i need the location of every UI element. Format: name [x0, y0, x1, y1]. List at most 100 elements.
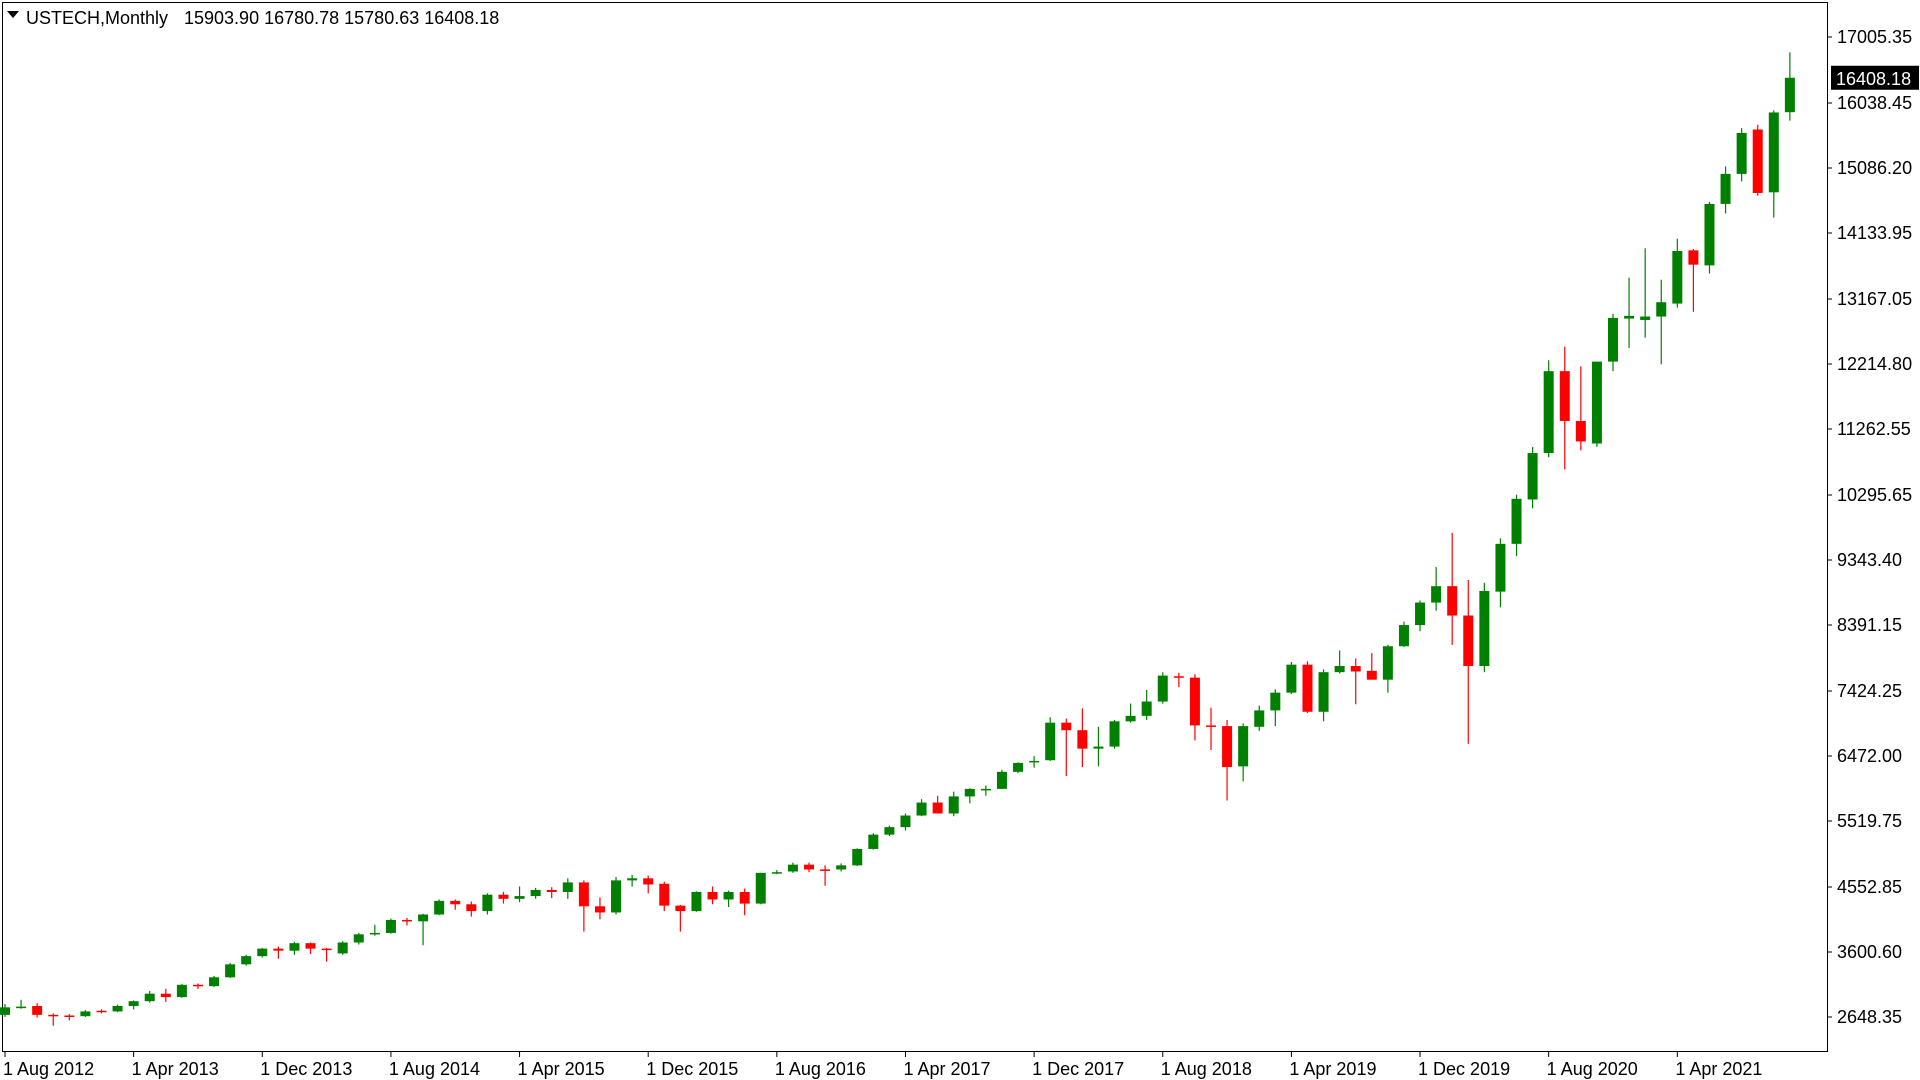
- candle-body: [321, 948, 332, 951]
- candle: [675, 904, 686, 932]
- y-tick-label: 2648.35: [1837, 1007, 1902, 1027]
- candle: [402, 917, 412, 926]
- candle-body: [434, 900, 445, 915]
- candle: [498, 891, 509, 904]
- candle-body: [594, 906, 605, 913]
- candle-body: [1447, 586, 1458, 616]
- candle: [1672, 238, 1683, 308]
- candle-body: [64, 1015, 75, 1018]
- candle: [1350, 658, 1361, 705]
- candle-body: [1672, 251, 1683, 304]
- candle: [1334, 650, 1345, 674]
- candle: [1093, 726, 1104, 767]
- candle: [1366, 653, 1377, 680]
- current-price-label: 16408.18: [1836, 69, 1911, 89]
- candle-body: [1511, 498, 1522, 544]
- y-tick-label: 14133.95: [1837, 223, 1912, 243]
- candle-body: [498, 894, 509, 899]
- candle: [804, 862, 814, 873]
- candle-body: [273, 948, 284, 951]
- candle: [1463, 580, 1474, 744]
- candle-body: [385, 919, 396, 933]
- candle: [385, 918, 396, 934]
- candle: [1511, 494, 1522, 557]
- candle-body: [369, 932, 380, 935]
- x-tick-label: 1 Aug 2012: [3, 1059, 94, 1079]
- candle-body: [1624, 315, 1635, 319]
- candle-body: [1189, 677, 1200, 726]
- candle-body: [1157, 675, 1168, 702]
- candle-body: [1784, 77, 1795, 113]
- candle-body: [852, 848, 863, 866]
- x-tick-label: 1 Aug 2018: [1161, 1059, 1252, 1079]
- candle: [1543, 360, 1554, 458]
- candle: [996, 769, 1007, 789]
- x-tick-label: 1 Aug 2016: [775, 1059, 866, 1079]
- candle-body: [1752, 129, 1763, 193]
- candle-body: [530, 889, 541, 897]
- candle: [1736, 128, 1747, 182]
- candle: [1141, 689, 1152, 720]
- candle: [450, 899, 461, 910]
- candle-body: [32, 1005, 43, 1015]
- candle-body: [868, 834, 879, 849]
- candle: [1238, 723, 1249, 782]
- candle: [1495, 538, 1506, 608]
- candle-body: [627, 878, 638, 881]
- candle: [1479, 582, 1490, 673]
- candle: [932, 795, 943, 814]
- candle: [1222, 719, 1233, 801]
- candle: [884, 825, 895, 836]
- candle-body: [980, 788, 991, 791]
- candle-body: [1527, 453, 1538, 500]
- candle: [562, 878, 573, 899]
- candle-body: [1768, 112, 1779, 193]
- candle: [128, 1000, 139, 1010]
- candle-body: [964, 788, 975, 797]
- candle: [1720, 166, 1731, 214]
- triangle-down-icon[interactable]: [7, 11, 19, 18]
- candle-body: [1543, 371, 1554, 454]
- candle: [948, 791, 959, 817]
- candle: [466, 901, 477, 917]
- candle: [1640, 248, 1651, 338]
- candle: [209, 975, 220, 987]
- candle-body: [80, 1011, 91, 1017]
- candle: [723, 890, 734, 907]
- candle-body: [1318, 672, 1329, 712]
- candle: [96, 1009, 107, 1014]
- candle: [305, 942, 316, 955]
- candle-body: [707, 891, 718, 900]
- candle: [32, 1003, 43, 1018]
- candle: [1173, 672, 1184, 688]
- current-price-badge-bg: [1831, 65, 1919, 90]
- candle: [852, 848, 863, 867]
- chart-header: USTECH,Monthly 15903.90 16780.78 15780.6…: [7, 8, 499, 28]
- y-tick-label: 8391.15: [1837, 615, 1902, 635]
- candle: [578, 880, 589, 932]
- candle: [1656, 279, 1667, 365]
- candle: [434, 899, 445, 916]
- candle-body: [611, 880, 622, 913]
- candle-body: [804, 864, 814, 870]
- candle: [1125, 703, 1136, 723]
- candle: [16, 999, 27, 1009]
- candle-body: [514, 896, 525, 899]
- candle-body: [643, 878, 654, 885]
- candle-body: [482, 894, 493, 912]
- candle: [1768, 110, 1779, 218]
- candle-body: [1398, 625, 1409, 647]
- x-tick-label: 1 Dec 2015: [646, 1059, 738, 1079]
- candle: [144, 990, 155, 1003]
- candle-body: [1704, 203, 1715, 266]
- candle-body: [755, 872, 766, 904]
- candle-body: [257, 948, 268, 957]
- y-tick-label: 12214.80: [1837, 354, 1912, 374]
- candle: [1431, 567, 1442, 611]
- candle: [755, 872, 766, 905]
- x-tick-label: 1 Dec 2013: [260, 1059, 352, 1079]
- y-tick-label: 10295.65: [1837, 485, 1912, 505]
- y-tick-label: 11262.55: [1837, 419, 1911, 439]
- ohlc-values: 15903.90 16780.78 15780.63 16408.18: [184, 8, 499, 28]
